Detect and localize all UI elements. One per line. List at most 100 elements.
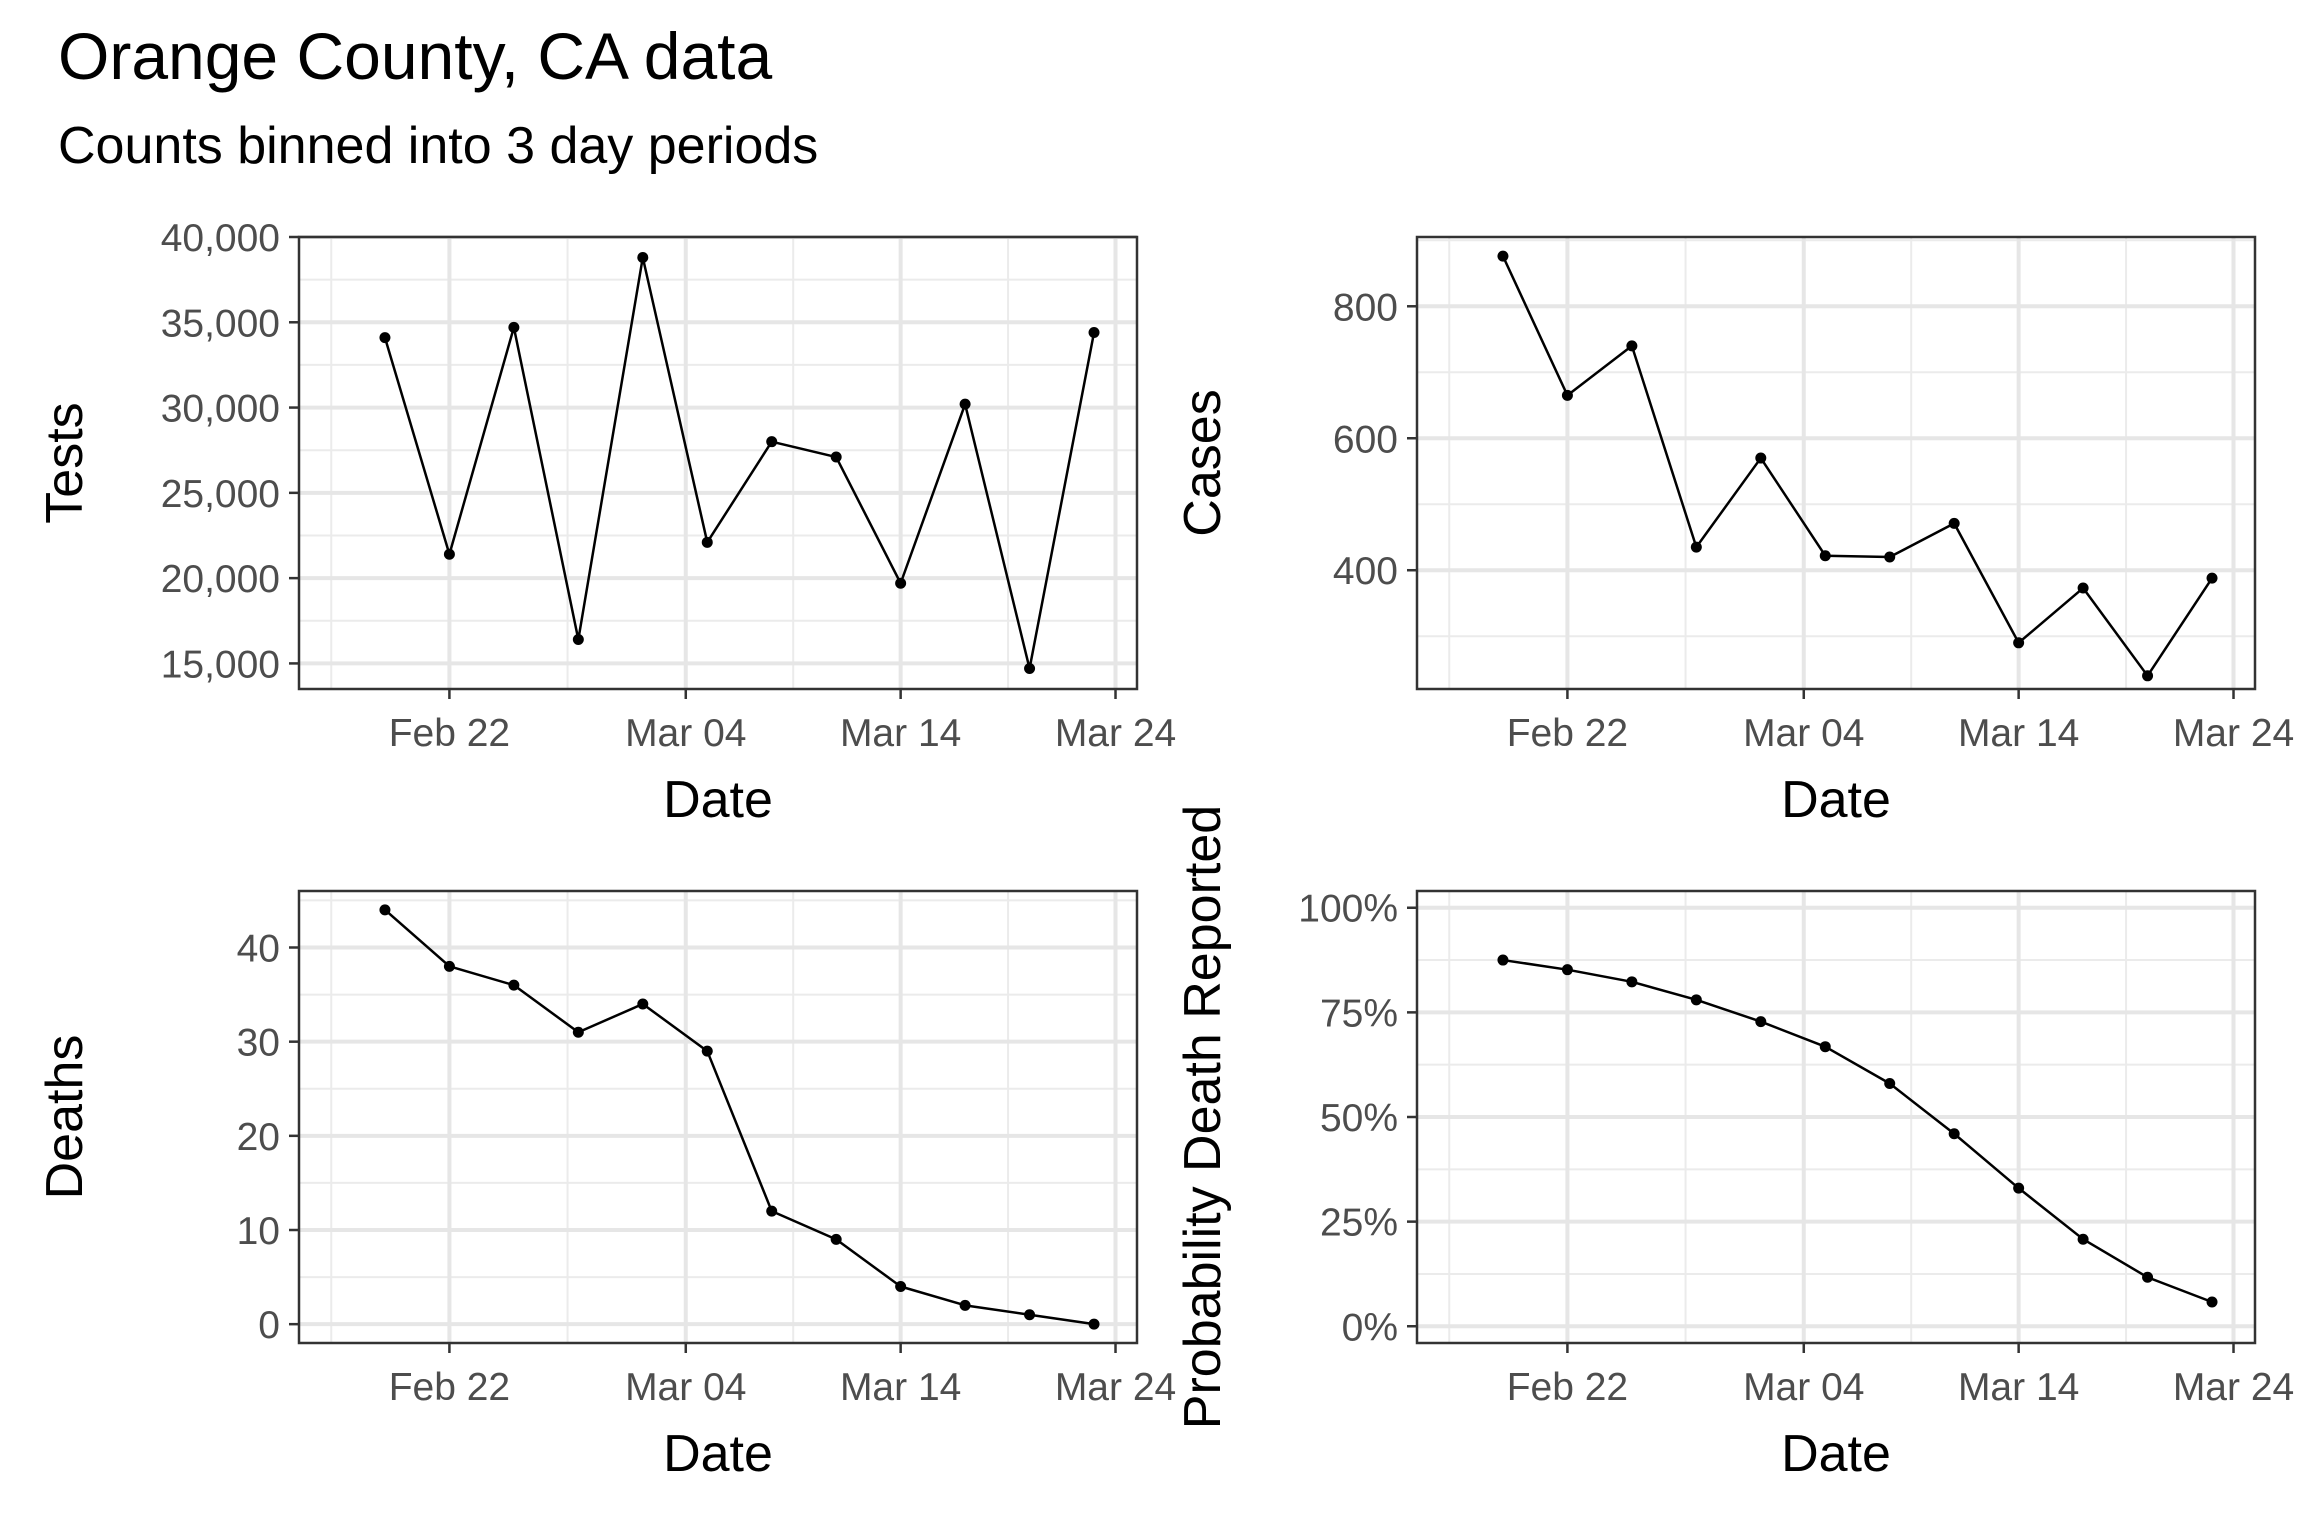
data-point [959,1299,971,1311]
data-point [1561,964,1573,976]
data-point [443,960,455,972]
y-tick-label: 25% [1320,1202,1398,1245]
data-point [443,548,455,560]
y-tick-label: 15,000 [161,643,280,686]
chart-title: Orange County, CA data [58,19,773,93]
data-point [508,979,520,991]
data-point [637,998,649,1010]
data-point [637,251,649,263]
data-point [379,332,391,344]
x-tick-label: Mar 14 [840,712,961,755]
x-tick-label: Feb 22 [1507,1366,1628,1409]
data-point [1626,340,1638,352]
x-tick-label: Mar 24 [2173,712,2294,755]
data-point [701,536,713,548]
data-point [1755,452,1767,464]
x-tick-label: Feb 22 [1507,712,1628,755]
data-point [2013,637,2025,649]
data-point [1819,1041,1831,1053]
y-tick-label: 800 [1333,286,1398,329]
y-tick-label: 75% [1320,992,1398,1035]
data-point [1561,389,1573,401]
data-point [2142,670,2154,682]
data-point [379,904,391,916]
x-tick-label: Mar 14 [1958,1366,2079,1409]
data-point [1626,976,1638,988]
x-tick-label: Mar 14 [1958,712,2079,755]
y-tick-label: 30,000 [161,388,280,431]
y-tick-label: 20,000 [161,558,280,601]
panel-border [297,235,1139,691]
data-point [766,1205,778,1217]
data-point [830,451,842,463]
data-point [1088,327,1100,339]
y-tick-label: 50% [1320,1097,1398,1140]
x-tick-label: Mar 24 [2173,1366,2294,1409]
x-tick-label: Mar 24 [1055,1366,1176,1409]
data-point [1755,1016,1767,1028]
x-tick-label: Feb 22 [389,712,510,755]
panel-tests: 15,000 20,000 25,000 30,000 35,000 40,000 Feb … [36,217,1176,829]
x-tick-label: Mar 04 [1743,712,1864,755]
data-point [2142,1271,2154,1283]
data-point [1884,551,1896,563]
data-point [895,1281,907,1292]
data-point [2206,572,2218,584]
data-point [1948,517,1960,529]
y-tick-label: 600 [1333,418,1398,461]
data-point [1948,1128,1960,1140]
y-tick-label: 40 [237,928,280,971]
x-tick-label: Mar 04 [1743,1366,1864,1409]
x-tick-label: Mar 14 [840,1366,961,1409]
series-line [383,256,1096,670]
y-tick-label: 25,000 [161,473,280,516]
y-axis-title: Cases [1174,389,1232,536]
data-point [1884,1078,1896,1090]
x-axis-title: Date [663,1425,773,1483]
panel-probability-death-reported: 0% 25% 50% 75% 100% Feb 22 Mar 04 Mar 14 Mar 24 D… [1174,805,2294,1483]
y-tick-label: 40,000 [161,217,280,260]
data-point [1497,954,1509,966]
data-point [2206,1296,2218,1308]
series-line [384,908,1095,1326]
x-tick-label: Mar 04 [625,1366,746,1409]
data-point [508,321,520,333]
series-line [1502,958,2213,1304]
y-axis-title: Probability Death Reported [1174,805,1232,1429]
data-point [895,577,907,589]
y-tick-label: 400 [1333,550,1398,593]
data-point [572,1026,584,1038]
y-tick-label: 100% [1298,888,1398,931]
data-point [701,1045,713,1057]
data-point [2013,1182,2025,1194]
x-tick-label: Mar 24 [1055,712,1176,755]
x-axis-title: Date [1781,771,1891,829]
y-axis-title: Tests [36,402,94,523]
y-tick-label: 0% [1342,1306,1398,1349]
data-point [2077,1233,2089,1245]
panel-deaths: 0 10 20 30 40 Feb 22 Mar 04 Mar 14 Mar 24 Date Dea… [36,889,1176,1483]
data-point [1690,994,1702,1006]
chart-subtitle: Counts binned into 3 day periods [58,117,819,175]
y-tick-label: 35,000 [161,302,280,345]
x-tick-label: Feb 22 [389,1366,510,1409]
data-point [830,1233,842,1245]
data-point [959,398,971,410]
data-point [1690,541,1702,553]
data-point [766,436,778,448]
y-tick-label: 0 [258,1304,280,1347]
data-point [1497,250,1509,262]
y-tick-label: 30 [237,1022,280,1065]
x-axis-title: Date [663,771,773,829]
data-point [1024,1309,1036,1321]
data-point [2077,582,2089,594]
panel-cases: 400 600 800 Feb 22 Mar 04 Mar 14 Mar 24 Date Cas… [1174,235,2294,829]
panel-border [1415,235,2257,691]
y-tick-label: 10 [237,1210,280,1253]
x-axis-title: Date [1781,1425,1891,1483]
x-tick-label: Mar 04 [625,712,746,755]
data-point [572,634,584,646]
panel-border [297,889,1139,1345]
series-line [1501,255,2214,678]
